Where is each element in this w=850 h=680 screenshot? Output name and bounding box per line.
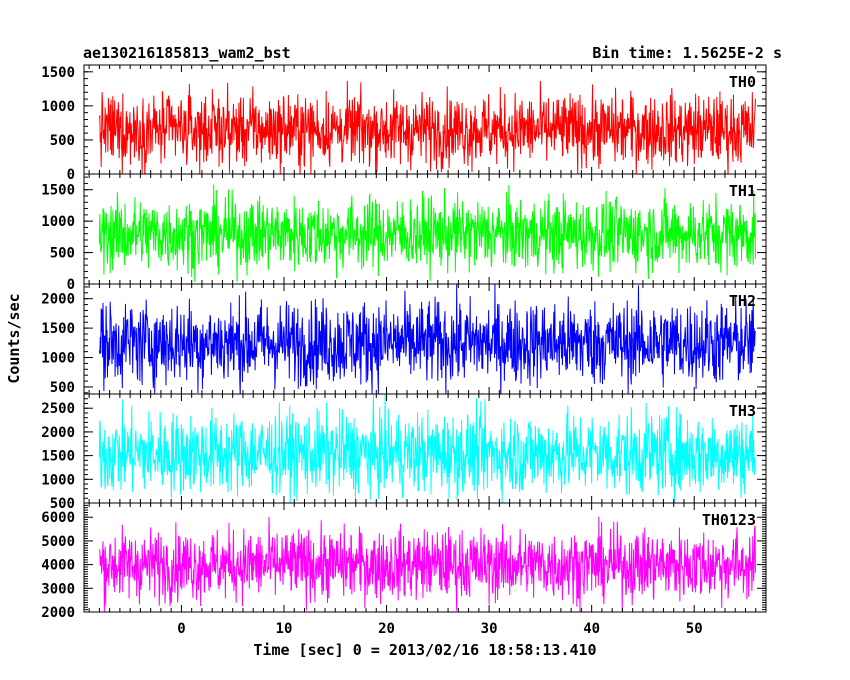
- y-axis-label: Counts/sec: [5, 293, 23, 383]
- y-tick-label: 500: [50, 133, 75, 149]
- y-tick-label: 2500: [41, 401, 75, 417]
- y-tick-label: 3000: [41, 581, 75, 597]
- series-line-th0123: [98, 516, 756, 612]
- x-tick-label: 0: [177, 621, 185, 637]
- panel-label-th3: TH3: [729, 402, 756, 420]
- panel-label-th0123: TH0123: [702, 511, 756, 529]
- y-tick-label: 1000: [41, 472, 75, 488]
- y-tick-label: 5000: [41, 534, 75, 550]
- y-tick-label: 1500: [41, 183, 75, 199]
- series-line-th0: [98, 80, 756, 174]
- y-tick-label: 0: [67, 277, 75, 293]
- x-tick-label: 50: [686, 621, 703, 637]
- y-tick-label: 1000: [41, 351, 75, 367]
- y-tick-label: 0: [67, 167, 75, 183]
- y-tick-label: 1000: [41, 214, 75, 230]
- x-axis-label: Time [sec] 0 = 2013/02/16 18:58:13.410: [253, 641, 596, 659]
- panel-th1: 0 500 1000 1500 TH1: [41, 173, 767, 293]
- y-tick-label: 2000: [41, 605, 75, 621]
- series-line-th3: [98, 394, 756, 503]
- x-tick-label: 20: [378, 621, 395, 637]
- series-line-th2: [98, 284, 756, 394]
- y-tick-label: 1500: [41, 65, 75, 81]
- x-tick-label: 10: [276, 621, 293, 637]
- panel-label-th2: TH2: [729, 292, 756, 310]
- y-tick-label: 6000: [41, 510, 75, 526]
- chart-title: ae130216185813_wam2_bst: [83, 44, 291, 62]
- y-tick-label: 2000: [41, 292, 75, 308]
- panel-label-th1: TH1: [729, 182, 756, 200]
- y-tick-label: 500: [50, 380, 75, 396]
- panel-th0: 0 500 1000 1500 TH0: [41, 64, 767, 183]
- x-tick-label: 30: [481, 621, 498, 637]
- y-tick-label: 500: [50, 496, 75, 512]
- panel-th2: 500 1000 1500 2000 TH2: [41, 283, 767, 396]
- y-tick-label: 1000: [41, 99, 75, 115]
- panel-th3: 500 1000 1500 2000 2500 TH3: [41, 393, 767, 512]
- x-tick-label: 40: [583, 621, 600, 637]
- y-tick-label: 500: [50, 246, 75, 262]
- y-tick-label: 4000: [41, 558, 75, 574]
- y-tick-label: 1500: [41, 449, 75, 465]
- y-tick-label: 2000: [41, 425, 75, 441]
- bin-time-label: Bin time: 1.5625E-2 s: [592, 44, 782, 62]
- series-line-th1: [98, 184, 756, 283]
- panel-th0123: 2000 3000 4000 5000 6000 TH0123: [41, 502, 767, 621]
- y-tick-label: 1500: [41, 321, 75, 337]
- panel-label-th0: TH0: [729, 73, 756, 91]
